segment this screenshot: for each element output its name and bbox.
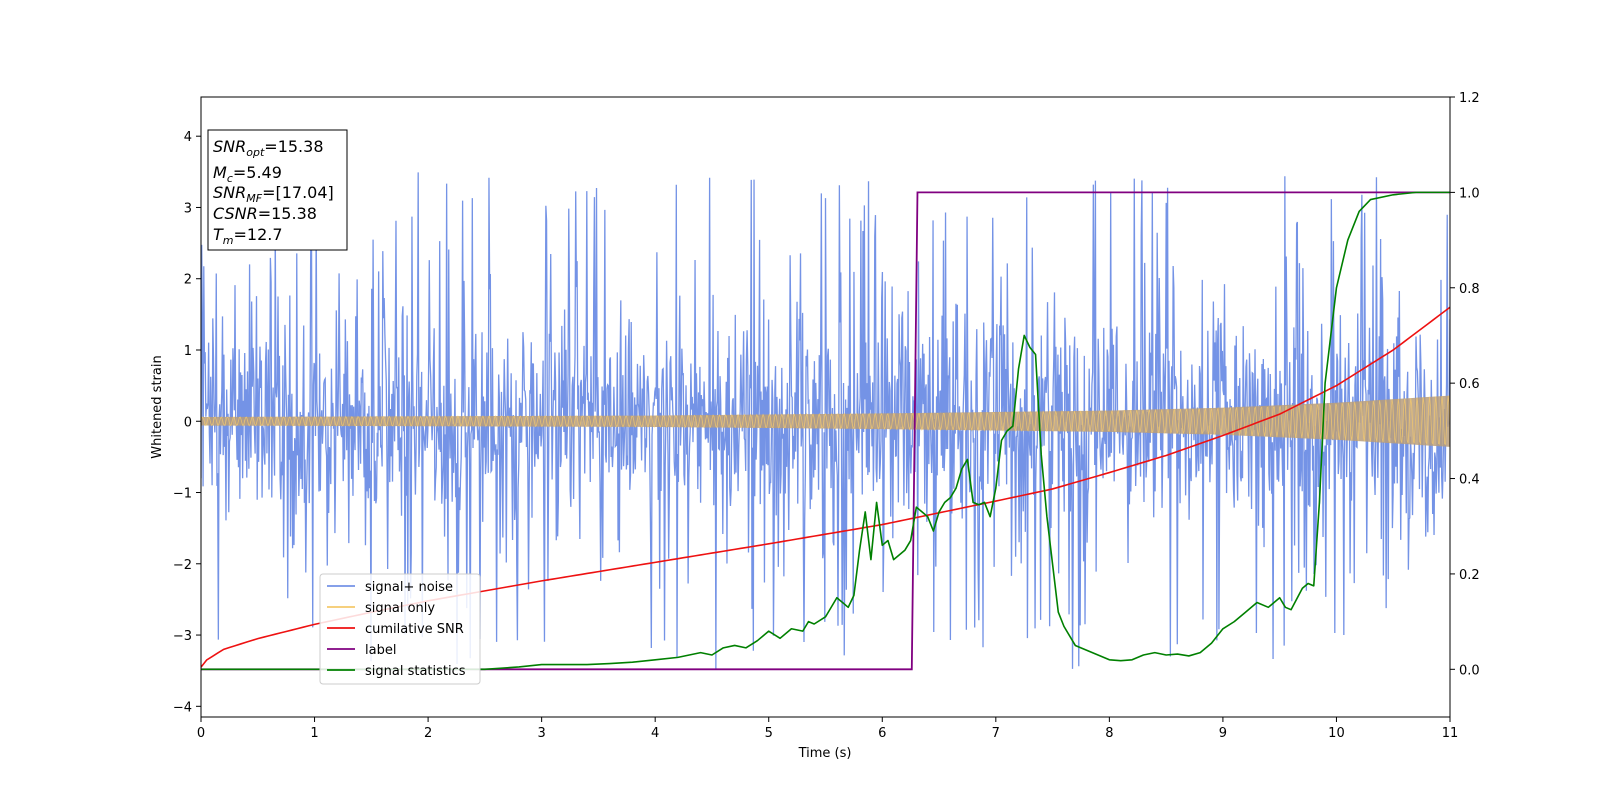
x-axis-label: Time (s) [798, 746, 852, 761]
x-tick-label: 8 [1105, 726, 1113, 741]
y-tick-label-left: −1 [173, 487, 192, 502]
annotation-value: =12.7 [234, 225, 283, 244]
x-tick-label: 7 [992, 726, 1000, 741]
y-tick-label-right: 0.0 [1459, 663, 1480, 678]
annotation-symbol: SNR [213, 137, 246, 156]
y-tick-label-right: 1.0 [1459, 186, 1480, 201]
plot-frame [200, 96, 1451, 718]
y-tick-label-right: 0.8 [1459, 282, 1480, 297]
x-tick-label: 3 [537, 726, 545, 741]
y-tick-label-left: 0 [184, 415, 192, 430]
y-tick-label-right: 0.6 [1459, 377, 1480, 392]
legend-item: cumilative SNR [327, 622, 464, 637]
x-axis: 0 1 2 3 4 5 6 7 8 9 10 11 [197, 717, 1458, 741]
series-label [201, 191, 1450, 671]
annotation-value: =5.49 [233, 163, 282, 182]
annotation-value: =15.38 [264, 137, 323, 156]
y-axis-label: Whitened strain [150, 355, 165, 458]
annotation-symbol: M [213, 163, 227, 182]
annotation-line: SNRMF=[17.04] [213, 183, 334, 205]
stats-annotation: SNRopt=15.38Mc=5.49SNRMF=[17.04]CSNR=15.… [207, 129, 348, 251]
legend-label: signal statistics [365, 664, 466, 679]
x-tick-label: 2 [424, 726, 432, 741]
annotation-subscript: MF [246, 192, 262, 205]
y-tick-label-left: −2 [173, 558, 192, 573]
y-tick-label-left: 4 [184, 130, 192, 145]
x-tick-label: 10 [1328, 726, 1345, 741]
y-tick-label-left: −4 [173, 700, 192, 715]
x-tick-label: 0 [197, 726, 205, 741]
legend-label: signal only [365, 601, 435, 616]
annotation-line: Tm=12.7 [213, 225, 283, 247]
y-tick-label-right: 0.4 [1459, 473, 1480, 488]
legend: signal+ noise signal only cumilative SNR la… [319, 573, 481, 685]
y-tick-label-right: 1.2 [1459, 91, 1480, 106]
x-tick-label: 4 [651, 726, 659, 741]
legend-item: signal only [327, 601, 435, 616]
series-signal-noise [201, 172, 1450, 670]
series-signal-only [201, 395, 1450, 447]
y-axis-right: 0.0 0.2 0.4 0.6 0.8 1.0 1.2 [1450, 91, 1480, 678]
annotation-frame [207, 129, 348, 251]
annotation-symbol: CSNR [213, 204, 258, 223]
annotation-subscript: c [227, 172, 233, 185]
y-tick-label-left: 1 [184, 344, 192, 359]
annotation-line: CSNR=15.38 [213, 204, 317, 223]
legend-item: label [327, 643, 396, 658]
legend-frame [319, 573, 481, 685]
y-axis-left: −4 −3 −2 −1 0 1 2 3 4 [173, 130, 201, 715]
legend-label: signal+ noise [365, 580, 453, 595]
series-signal-statistics [201, 191, 1450, 671]
y-tick-label-right: 0.2 [1459, 568, 1480, 583]
annotation-subscript: m [223, 234, 234, 247]
annotation-value: =[17.04] [262, 183, 334, 202]
annotation-line: SNRopt=15.38 [213, 137, 324, 159]
legend-label: cumilative SNR [365, 622, 464, 637]
annotation-symbol: T [213, 225, 224, 244]
annotation-subscript: opt [246, 146, 265, 159]
series-signal-only-oscillation [201, 395, 1450, 446]
annotation-value: =15.38 [258, 204, 317, 223]
legend-item: signal statistics [327, 664, 466, 679]
annotation-line: Mc=5.49 [213, 163, 282, 185]
x-tick-label: 11 [1442, 726, 1459, 741]
legend-item: signal+ noise [327, 580, 453, 595]
x-tick-label: 5 [765, 726, 773, 741]
y-tick-label-left: 3 [184, 201, 192, 216]
x-tick-label: 1 [310, 726, 318, 741]
legend-label: label [365, 643, 396, 658]
y-tick-label-left: 2 [184, 273, 192, 288]
x-tick-label: 9 [1219, 726, 1227, 741]
annotation-symbol: SNR [213, 183, 246, 202]
y-tick-label-left: −3 [173, 629, 192, 644]
x-tick-label: 6 [878, 726, 886, 741]
